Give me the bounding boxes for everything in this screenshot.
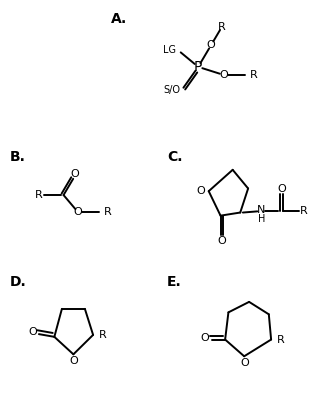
Text: O: O [277,184,286,194]
Text: O: O [69,356,78,366]
Text: O: O [71,169,79,179]
Text: R: R [35,190,43,200]
Text: A.: A. [111,13,127,26]
Text: H: H [258,214,265,224]
Text: R: R [99,330,107,340]
Text: C.: C. [167,151,182,164]
Text: S/O: S/O [164,85,181,95]
Text: O: O [217,236,226,246]
Text: O: O [207,40,215,50]
Text: R: R [250,70,258,80]
Text: R: R [218,22,226,32]
Text: R: R [277,335,285,345]
Text: R: R [299,206,307,216]
Text: O: O [73,207,82,217]
Text: O: O [240,358,249,368]
Text: O: O [196,186,205,196]
Text: O: O [201,333,209,343]
Text: O: O [219,70,228,80]
Text: P: P [194,60,202,74]
Text: R: R [104,207,112,217]
Text: B.: B. [9,151,25,164]
Text: N: N [257,205,265,215]
Text: D.: D. [9,275,26,289]
Text: E.: E. [167,275,182,289]
Text: LG: LG [163,45,176,55]
Text: O: O [28,327,37,337]
